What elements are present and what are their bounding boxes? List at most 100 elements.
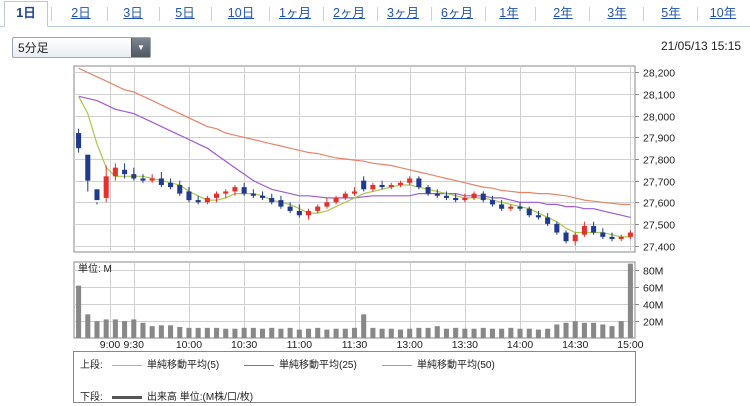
- candle-body: [554, 223, 560, 233]
- volume-bar: [508, 327, 514, 338]
- tab-separator: [589, 7, 590, 21]
- volume-bar: [581, 322, 587, 338]
- candle-body: [434, 193, 440, 196]
- volume-tick-label: 40M: [643, 300, 663, 312]
- candle-body: [333, 197, 339, 203]
- candle-body: [195, 200, 201, 203]
- candle-body: [278, 200, 284, 207]
- tab-separator: [323, 7, 324, 21]
- volume-bar: [324, 329, 330, 338]
- volume-tick-label: 80M: [643, 266, 663, 278]
- candle-body: [416, 178, 422, 188]
- candle-body: [186, 191, 192, 201]
- volume-panel: [73, 261, 636, 339]
- tab-8[interactable]: 6ヶ月: [441, 6, 473, 20]
- legend-ma50: 単純移動平均(50): [382, 356, 495, 371]
- candle-body: [499, 204, 505, 209]
- tab-1[interactable]: 2日: [71, 6, 91, 20]
- volume-bar: [563, 322, 569, 338]
- candle-body: [131, 174, 137, 179]
- candle-body: [443, 195, 449, 198]
- volume-bar: [333, 328, 339, 338]
- candle-body: [324, 202, 330, 207]
- price-tick-label: 27,800: [643, 155, 675, 167]
- volume-bar: [241, 327, 247, 338]
- volume-bar: [453, 327, 459, 338]
- tab-2[interactable]: 3日: [123, 6, 143, 20]
- volume-bar: [158, 325, 164, 338]
- candle-body: [223, 191, 229, 194]
- candle-body: [122, 169, 128, 175]
- candle-body: [315, 206, 321, 211]
- timestamp: 21/05/13 15:15: [661, 39, 742, 53]
- candle-body: [140, 178, 146, 181]
- volume-bar: [443, 328, 449, 338]
- chevron-down-icon[interactable]: ▼: [131, 38, 150, 57]
- volume-bar: [112, 319, 118, 338]
- tab-6[interactable]: 2ヶ月: [333, 6, 365, 20]
- candle-body: [158, 178, 164, 185]
- x-tick-label: 14:00: [507, 339, 533, 350]
- volume-bar: [388, 328, 394, 338]
- volume-bar: [287, 327, 293, 338]
- volume-bar: [214, 327, 220, 338]
- x-tick-label: 13:30: [452, 339, 478, 350]
- candle-body: [112, 167, 118, 177]
- x-tick-label: 10:00: [176, 339, 202, 350]
- candle-body: [407, 178, 413, 183]
- candle-body: [517, 206, 523, 209]
- volume-bar: [103, 319, 109, 338]
- tab-separator: [697, 7, 698, 21]
- tab-separator: [211, 7, 212, 21]
- volume-bar: [480, 327, 486, 338]
- volume-bar: [195, 327, 201, 338]
- candle-body: [600, 232, 606, 237]
- volume-bar: [407, 328, 413, 338]
- volume-bar: [425, 327, 431, 338]
- candle-body: [296, 210, 302, 216]
- candle-body: [287, 206, 293, 211]
- tab-13[interactable]: 10年: [709, 6, 737, 20]
- candle-body: [618, 236, 624, 240]
- volume-bar: [204, 327, 210, 338]
- legend-ma5-swatch: [112, 364, 142, 366]
- legend-volume-swatch: [112, 395, 142, 399]
- candle-body: [250, 193, 256, 196]
- interval-select[interactable]: 5分足 ▼: [12, 37, 151, 58]
- candle-body: [76, 133, 82, 149]
- tab-5[interactable]: 1ヶ月: [279, 6, 311, 20]
- tab-7[interactable]: 3ヶ月: [387, 6, 419, 20]
- legend: 上段: 単純移動平均(5) 単純移動平均(25) 単純移動平均(50) 下段: …: [73, 351, 636, 403]
- legend-ma50-swatch: [382, 364, 412, 366]
- candle-body: [260, 195, 266, 198]
- tab-10[interactable]: 2年: [553, 6, 573, 20]
- volume-bar: [278, 328, 284, 338]
- price-tick-label: 28,000: [643, 112, 675, 124]
- volume-tick-label: 20M: [643, 317, 663, 329]
- candle-body: [214, 193, 220, 198]
- price-tick-label: 28,100: [643, 90, 675, 102]
- candle-body: [388, 184, 394, 188]
- x-tick-label: 15:00: [617, 339, 643, 350]
- x-tick-label: 9:00: [100, 339, 121, 350]
- tab-0[interactable]: 1日: [4, 1, 48, 27]
- tab-separator: [51, 7, 52, 21]
- tab-12[interactable]: 5年: [661, 6, 681, 20]
- tab-3[interactable]: 5日: [175, 6, 195, 20]
- price-tick-label: 27,400: [643, 242, 675, 254]
- legend-upper-label: 上段:: [80, 360, 103, 371]
- candle-body: [379, 184, 385, 188]
- tab-11[interactable]: 3年: [607, 6, 627, 20]
- chart-canvas: 9:00 9:30 10:00 10:30 11:00 11:30 13:00 13:30 14…: [73, 65, 675, 350]
- volume-bar: [131, 319, 137, 338]
- candle-body: [581, 226, 587, 235]
- candle-body: [241, 187, 247, 194]
- volume-bar: [94, 321, 100, 338]
- tab-separator: [159, 7, 160, 21]
- candle-body: [425, 187, 431, 194]
- tab-4[interactable]: 10日: [227, 6, 255, 20]
- tab-9[interactable]: 1年: [499, 6, 519, 20]
- tab-separator: [485, 7, 486, 21]
- legend-ma25-swatch: [244, 364, 274, 366]
- volume-bar: [397, 329, 404, 338]
